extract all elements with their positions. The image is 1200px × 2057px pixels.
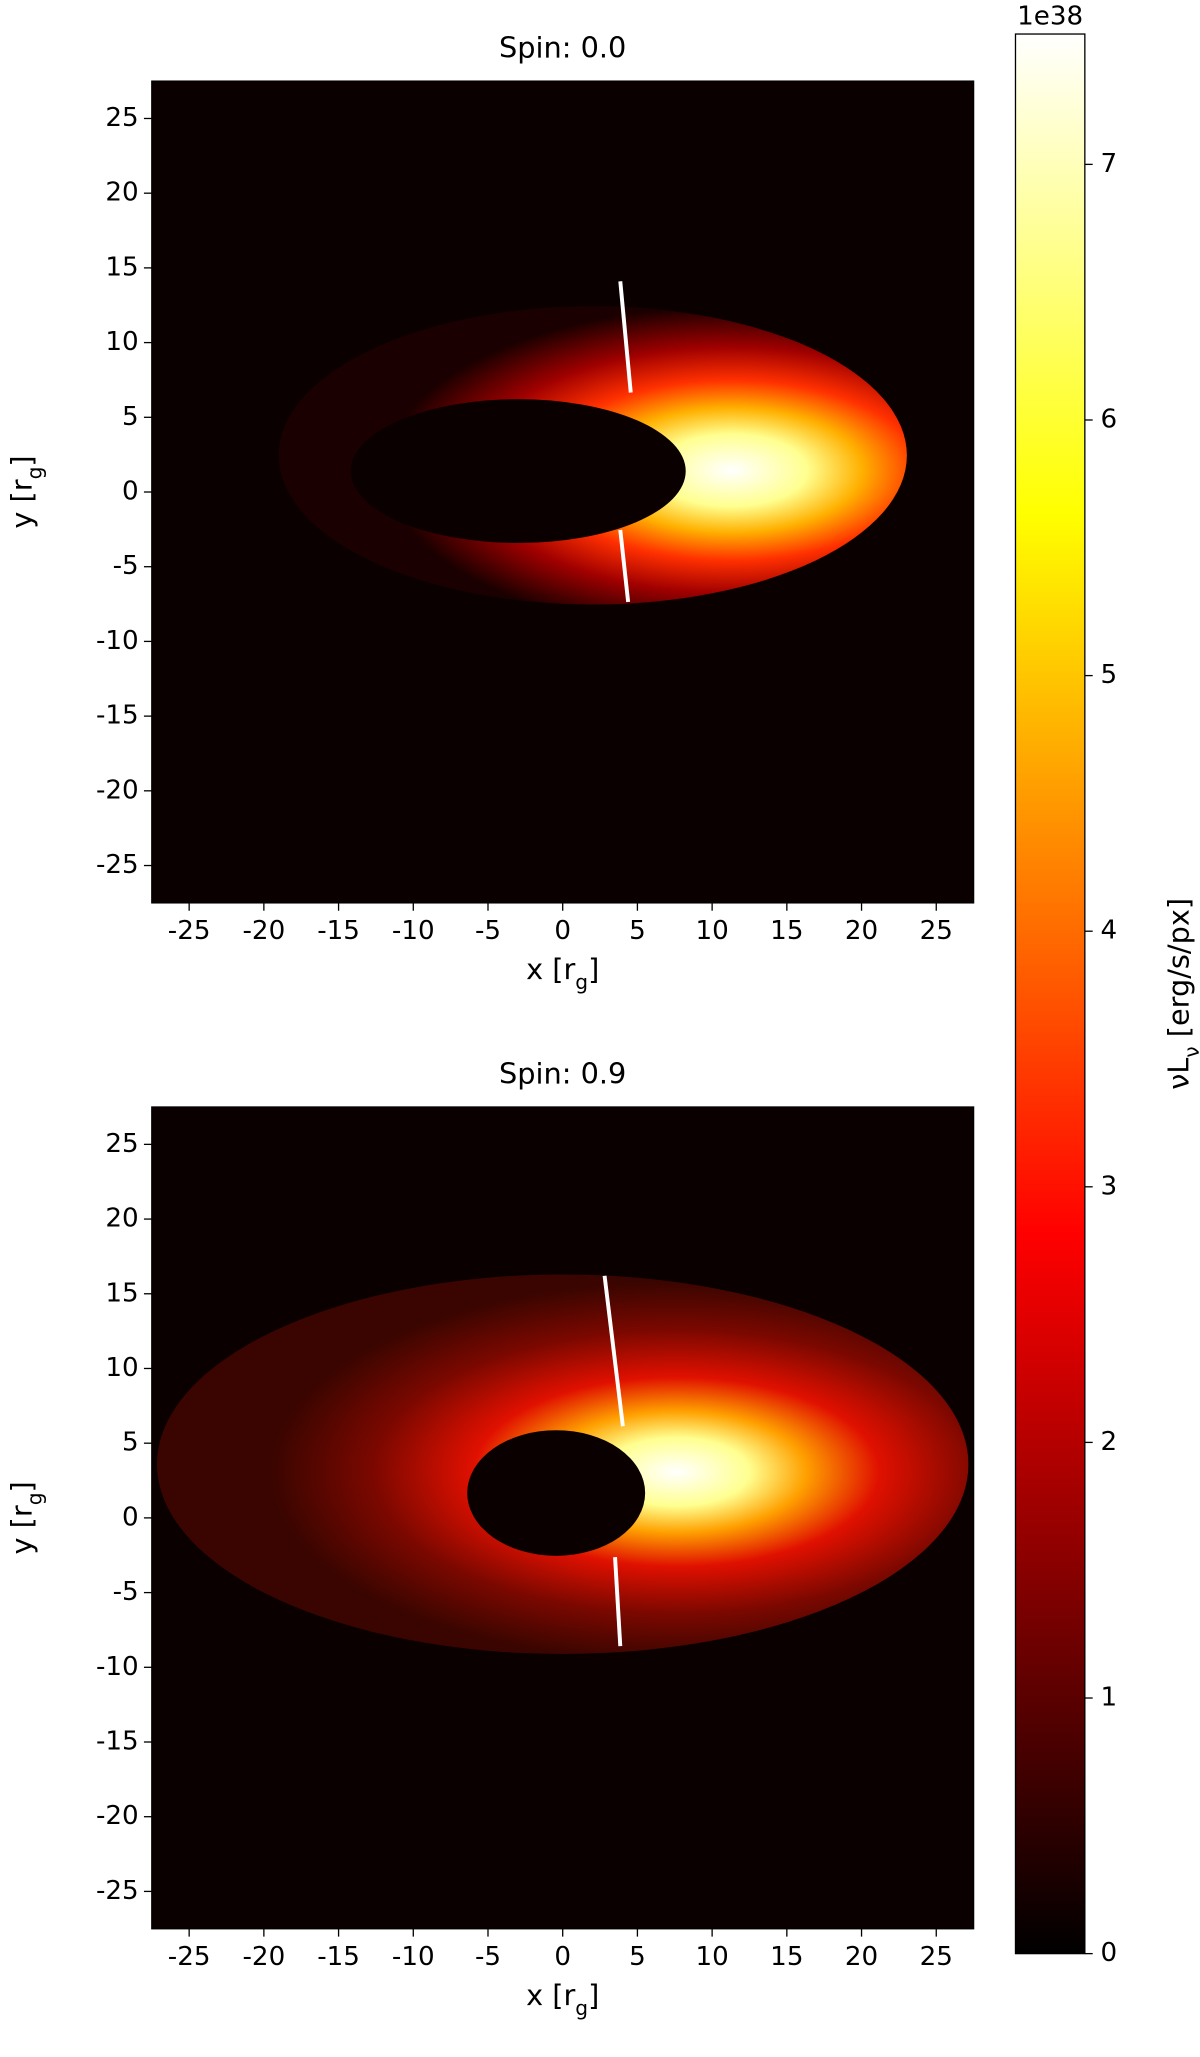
x-tick-label: 0 [554,916,571,946]
x-tick-label: -15 [317,1942,360,1972]
y-tick-label: -25 [96,1876,139,1906]
x-tick-label: -25 [168,916,211,946]
x-tick-label: 20 [845,1942,878,1972]
emission-image [151,81,974,903]
y-tick-label: 15 [105,252,138,282]
colorbar-tick-label: 7 [1101,149,1118,179]
y-tick-label: 15 [105,1278,138,1308]
x-tick-label: 15 [770,916,803,946]
y-tick-label: 0 [122,1502,139,1532]
y-tick-label: 10 [105,327,138,357]
x-axis-label: x [rg] [526,952,599,993]
colorbar-tick-label: 5 [1101,660,1118,690]
x-tick-label: -5 [475,916,501,946]
y-tick-label: -25 [96,850,139,880]
x-tick-label: 25 [920,916,953,946]
x-tick-label: -5 [475,1942,501,1972]
y-tick-label: 0 [122,477,139,507]
x-tick-label: 5 [629,1942,646,1972]
y-tick-label: 5 [122,402,139,432]
colorbar-tick-label: 0 [1101,1938,1118,1968]
x-tick-label: 15 [770,1942,803,1972]
colorbar-tick-label: 4 [1101,916,1118,946]
x-tick-label: -20 [242,916,285,946]
x-tick-label: 25 [920,1942,953,1972]
y-tick-label: -5 [113,1577,139,1607]
y-tick-label: 5 [122,1428,139,1458]
y-tick-label: 20 [105,178,138,208]
x-tick-label: -25 [168,1942,211,1972]
x-tick-label: -20 [242,1942,285,1972]
y-tick-label: 25 [105,103,138,133]
emission-image [151,1107,974,1929]
y-tick-label: 20 [105,1204,138,1234]
y-tick-label: -15 [96,1727,139,1757]
colorbar-tick-label: 2 [1101,1427,1118,1457]
colorbar-tick-label: 3 [1101,1171,1118,1201]
x-tick-label: 5 [629,916,646,946]
y-tick-label: 25 [105,1129,138,1159]
axes-title: Spin: 0.9 [499,1057,626,1091]
y-tick-label: -5 [113,551,139,581]
y-tick-label: -20 [96,1801,139,1831]
y-tick-label: 10 [105,1353,138,1383]
x-tick-label: 20 [845,916,878,946]
axes-title: Spin: 0.0 [499,31,626,65]
x-tick-label: 10 [695,1942,728,1972]
y-tick-label: -20 [96,775,139,805]
y-axis-label: y [rg] [5,455,47,528]
x-tick-label: 10 [695,916,728,946]
colorbar [1014,33,1086,1955]
y-tick-label: -15 [96,701,139,731]
y-axis-label: y [rg] [5,1481,47,1554]
colorbar-label: νLν [erg/s/px] [1161,898,1200,1090]
x-tick-label: -10 [392,916,435,946]
colorbar-tick-label: 6 [1101,404,1118,434]
x-tick-label: -15 [317,916,360,946]
x-axis-label: x [rg] [526,1978,599,2019]
colorbar-tick-label: 1 [1101,1683,1118,1713]
x-tick-label: -10 [392,1942,435,1972]
colorbar-offset: 1e38 [1017,2,1083,32]
x-tick-label: 0 [554,1942,571,1972]
y-tick-label: -10 [96,1652,139,1682]
y-tick-label: -10 [96,626,139,656]
